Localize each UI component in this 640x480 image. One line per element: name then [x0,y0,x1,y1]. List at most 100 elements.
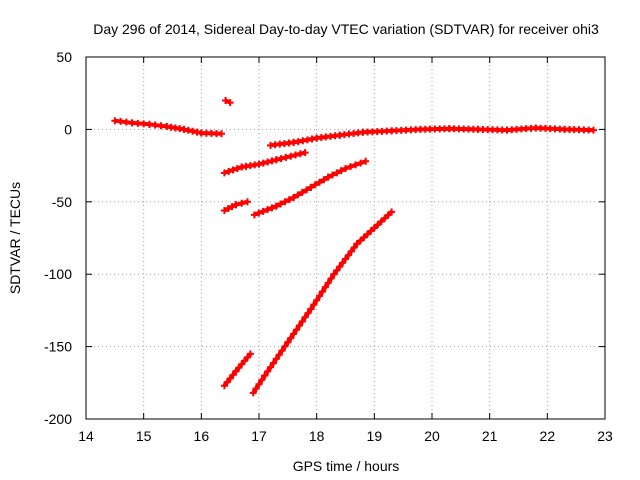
data-point [220,206,228,214]
axis-ticks: 14 15 16 17 18 19 20 21 22 23 -200 -150 -100 -50 0 50 [44,49,613,444]
data-point [316,178,324,186]
data-point [339,259,347,267]
data-point [292,151,300,159]
data-point [278,347,286,355]
x-axis-label: GPS time / hours [293,458,400,474]
data-point [298,317,306,325]
data-point [316,292,324,300]
data-point [268,204,276,212]
data-point [336,263,344,271]
x-tick-label: 21 [482,428,498,444]
data-point [232,201,240,209]
data-point [287,334,295,342]
x-tick-label: 19 [367,428,383,444]
data-point [347,247,355,255]
data-point [277,155,285,163]
x-tick-label: 18 [309,428,325,444]
data-point [294,191,302,199]
series-arc-3 [220,149,309,177]
y-tick-label: -150 [44,339,72,355]
gridlines [86,57,605,419]
data-point [224,205,232,213]
data-point [307,305,315,313]
data-point [344,251,352,259]
x-tick-label: 23 [597,428,613,444]
data-point [321,283,329,291]
y-tick-label: 50 [56,49,72,65]
data-point [269,359,277,367]
data-point [310,301,318,309]
data-point [225,167,233,175]
data-point [290,330,298,338]
data-point [327,275,335,283]
data-point [222,96,230,104]
data-point [220,169,228,177]
data-point [320,176,328,184]
data-point [226,374,234,382]
data-point [246,350,254,358]
x-tick-label: 14 [78,428,94,444]
data-point [255,160,263,168]
data-point [292,326,300,334]
data-point [318,288,326,296]
data-point [337,167,345,175]
data-point [229,371,237,379]
data-point [259,159,267,167]
data-point [362,157,370,165]
data-point [324,173,332,181]
data-point [255,380,263,388]
series-arc-7 [249,208,396,397]
data-point [333,169,341,177]
data-point [333,266,341,274]
data-point [342,255,349,263]
data-point [298,188,306,196]
data-point [324,279,332,287]
data-point [258,376,266,384]
x-tick-label: 17 [251,428,267,444]
data-point [290,193,298,201]
data-point [261,372,269,380]
data-point [264,206,272,214]
data-point [304,309,312,317]
data-point [250,211,258,219]
data-point [357,159,365,167]
data-point [259,207,267,215]
x-tick-label: 22 [540,428,556,444]
data-series [111,96,597,397]
data-point [282,153,290,161]
data-point [223,378,231,386]
series-arc-6 [220,350,254,390]
data-point [281,342,289,350]
x-tick-label: 16 [194,428,210,444]
data-point [342,164,349,172]
data-point [218,130,226,138]
data-point [301,313,309,321]
chart-title: Day 296 of 2014, Sidereal Day-to-day VTE… [93,21,599,37]
data-point [313,296,321,304]
data-point [272,202,280,210]
data-point [229,166,237,174]
data-point [352,161,360,169]
data-point [272,156,280,164]
y-tick-label: 0 [64,121,72,137]
data-point [275,351,283,359]
data-point [226,99,234,107]
data-point [589,126,597,134]
data-point [277,200,285,208]
data-point [281,198,289,206]
series-arc-2 [222,96,234,107]
y-tick-label: -50 [52,194,72,210]
data-point [296,150,304,158]
series-arc-4 [220,198,251,214]
x-tick-label: 20 [424,428,440,444]
series-arc-1 [111,117,226,138]
plot-frame [85,56,606,420]
data-point [303,186,311,194]
data-point [301,149,309,157]
data-point [329,171,337,179]
x-tick-label: 15 [136,428,152,444]
data-point [311,181,319,189]
data-point [233,164,241,172]
data-point [272,355,280,363]
